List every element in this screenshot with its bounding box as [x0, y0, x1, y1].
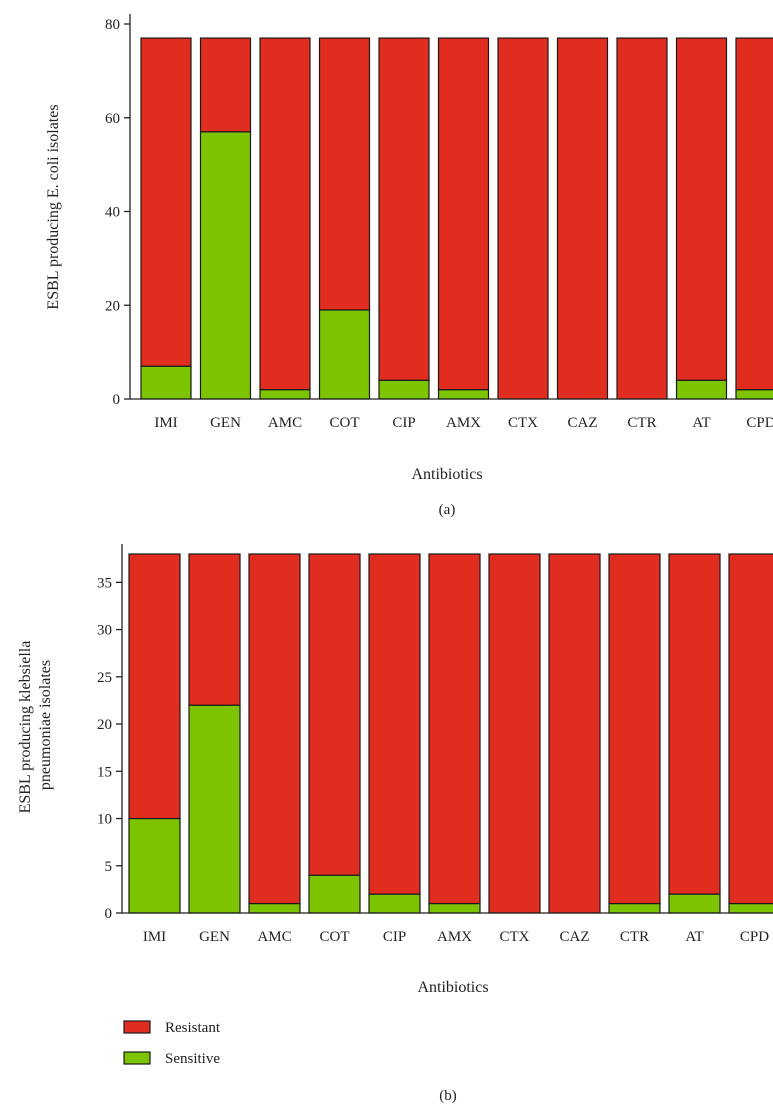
panel-b-bar-gen-sensitive [188, 704, 241, 914]
panel-b-x-axis-label: Antibiotics [417, 979, 488, 996]
panel-b-y-tick-25: 25 [97, 670, 112, 686]
panel-a-x-tick-gen: GEN [210, 415, 241, 431]
panel-a-bar-at-sensitive [675, 379, 728, 400]
panel-b-bar-ctx-resistant [488, 553, 541, 914]
panel-a-bar-amx-sensitive [437, 389, 490, 400]
legend-swatch-resistant [123, 1020, 151, 1034]
panel-b-label: (b) [439, 1088, 457, 1104]
panel-b-bar-amc-resistant [248, 553, 301, 905]
panel-a-x-tick-amc: AMC [268, 415, 302, 431]
panel-b-y-tick-30: 30 [97, 623, 112, 639]
panel-a-bar-cip-sensitive [378, 379, 430, 400]
panel-b-bar-at-resistant [668, 553, 721, 895]
panel-a-x-axis-label: Antibiotics [411, 466, 482, 483]
panel-b-x-tick-ctr: CTR [620, 929, 649, 945]
panel-b-y-tick-5: 5 [105, 859, 113, 875]
panel-b-x-tick-cot: COT [320, 929, 350, 945]
legend-swatch-sensitive [123, 1051, 151, 1065]
panel-b-x-tick-gen: GEN [199, 929, 230, 945]
panel-b-x-tick-cip: CIP [383, 929, 406, 945]
panel-b-y-axis-label-line-2: pneumoniae isolates [37, 660, 54, 790]
panel-a-chart: IMI GEN AMC COT CIP AMX CTX CAZ CTR AT CPD 0 20 40 60 8… [45, 14, 773, 518]
panel-a-x-tick-ctr: CTR [627, 415, 656, 431]
panel-a-bar-amx-resistant [437, 37, 490, 391]
panel-a-y-tick-80: 80 [105, 17, 120, 33]
panel-b-y-axis-label: ESBL producing klebsiella pneumoniae iso… [17, 637, 54, 814]
panel-a-label: (a) [439, 502, 456, 518]
panel-a-bars [140, 37, 773, 400]
panel-b-chart: IMI GEN AMC COT CIP AMX CTX CAZ CTR AT CPD 0 5 10 15 20… [17, 544, 773, 996]
panel-a-y-tick-0: 0 [113, 392, 121, 408]
panel-a-bar-imi-sensitive [140, 365, 192, 400]
panel-a-y-tick-40: 40 [105, 205, 120, 221]
panel-b-x-tick-caz: CAZ [560, 929, 590, 945]
panel-a-bar-gen-sensitive [199, 131, 252, 400]
panel-b-bar-gen-resistant [188, 553, 241, 706]
panel-b-bar-imi-resistant [128, 553, 181, 820]
panel-b-bar-cot-sensitive [308, 874, 361, 914]
panel-a-bar-cip-resistant [378, 37, 430, 381]
panel-b-bar-ctr-resistant [608, 553, 661, 905]
panel-a-x-tick-imi: IMI [154, 415, 177, 431]
panel-b-bar-cip-resistant [368, 553, 421, 895]
panel-a-bar-at-resistant [675, 37, 728, 381]
panel-b-y-tick-15: 15 [97, 764, 112, 780]
panel-b-bar-cpd-sensitive [728, 902, 773, 914]
panel-a-x-tick-ctx: CTX [508, 415, 538, 431]
panel-b-x-tick-ctx: CTX [500, 929, 530, 945]
legend: Resistant Sensitive [123, 1020, 221, 1067]
panel-b-x-tick-at: AT [685, 929, 703, 945]
panel-b-y-tick-0: 0 [105, 906, 113, 922]
panel-a-bar-ctx-resistant [497, 37, 549, 400]
panel-a-bar-caz-resistant [556, 37, 609, 400]
panel-a-bar-cpd-resistant [735, 37, 773, 391]
panel-a-x-tick-cpd: CPD [746, 415, 773, 431]
panel-b-x-tick-amx: AMX [437, 929, 472, 945]
panel-a-bar-cpd-sensitive [735, 389, 773, 400]
panel-b-y-axis-label-line-1: ESBL producing klebsiella [17, 641, 34, 814]
panel-a-x-tick-amx: AMX [446, 415, 481, 431]
panel-a-x-tick-caz: CAZ [568, 415, 598, 431]
panel-a-bar-cot-sensitive [318, 309, 371, 400]
legend-label-sensitive: Sensitive [165, 1051, 220, 1067]
panel-b-y-tick-20: 20 [97, 717, 112, 733]
panel-b-bar-cpd-resistant [728, 553, 773, 905]
panel-b-axes: IMI GEN AMC COT CIP AMX CTX CAZ CTR AT CPD 0 5 10 15 20… [97, 544, 773, 945]
panel-b-bar-cip-sensitive [368, 893, 421, 914]
panel-b-bar-imi-sensitive [128, 817, 181, 914]
panel-a-bar-amc-sensitive [259, 389, 311, 400]
panel-a-bar-cot-resistant [318, 37, 371, 311]
panel-a-y-tick-20: 20 [105, 298, 120, 314]
panel-b-y-tick-35: 35 [97, 575, 112, 591]
panel-b-bar-at-sensitive [668, 893, 721, 914]
panel-b-bar-ctr-sensitive [608, 902, 661, 914]
panel-b-bar-amc-sensitive [248, 902, 301, 914]
panel-b-bars [128, 553, 773, 914]
panel-b-bar-caz-resistant [548, 553, 601, 914]
panel-b-bar-cot-resistant [308, 553, 361, 876]
panel-a-bar-imi-resistant [140, 37, 192, 367]
panel-b-y-tick-10: 10 [97, 812, 112, 828]
panel-a-y-axis-label: ESBL producing E. coli isolates [45, 104, 62, 309]
panel-a-bar-ctr-resistant [616, 37, 668, 400]
panel-b-x-tick-amc: AMC [257, 929, 291, 945]
panel-a-axes: IMI GEN AMC COT CIP AMX CTX CAZ CTR AT CPD 0 20 40 60 8… [105, 14, 773, 431]
panel-b-x-tick-cpd: CPD [740, 929, 769, 945]
legend-label-resistant: Resistant [165, 1020, 221, 1036]
panel-a-y-tick-60: 60 [105, 111, 120, 127]
panel-b-bar-amx-resistant [428, 553, 481, 905]
panel-a-bar-gen-resistant [199, 37, 252, 133]
panel-a-x-tick-at: AT [692, 415, 710, 431]
panel-a-x-tick-cot: COT [330, 415, 360, 431]
panel-b-bar-amx-sensitive [428, 902, 481, 914]
panel-a-bar-amc-resistant [259, 37, 311, 391]
panel-a-x-tick-cip: CIP [392, 415, 415, 431]
panel-b-x-tick-imi: IMI [143, 929, 166, 945]
